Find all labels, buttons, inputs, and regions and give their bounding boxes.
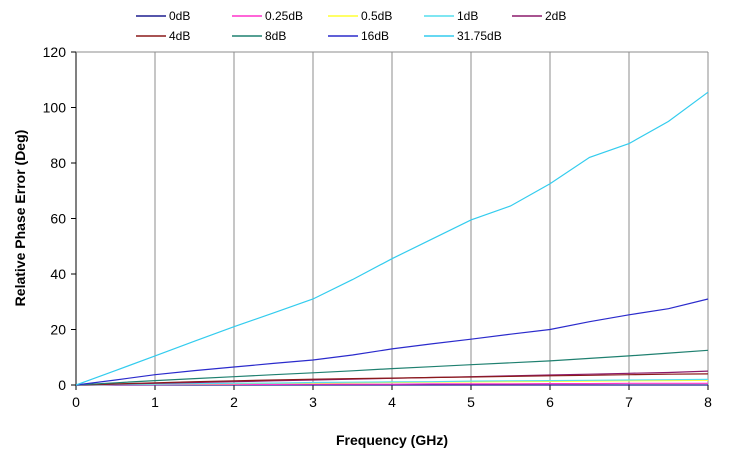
y-tick-label: 100: [43, 100, 67, 116]
x-axis-title: Frequency (GHz): [336, 432, 448, 448]
y-tick-label: 40: [50, 266, 66, 282]
series-line-8dB: [75, 349, 709, 386]
x-tick-label: 4: [388, 394, 396, 410]
legend-label: 0dB: [169, 9, 190, 23]
grid: [154, 52, 709, 385]
y-tick-label: 0: [58, 377, 66, 393]
x-tick-label: 3: [309, 394, 317, 410]
legend-label: 4dB: [169, 29, 190, 43]
y-tick-label: 60: [50, 211, 66, 227]
y-tick-label: 80: [50, 155, 66, 171]
y-tick-label: 20: [50, 322, 66, 338]
y-tick-label: 120: [43, 44, 67, 60]
series-line-16dB: [75, 298, 709, 386]
x-tick-label: 2: [230, 394, 238, 410]
legend-label: 1dB: [457, 9, 478, 23]
legend-label: 8dB: [265, 29, 286, 43]
x-tick-label: 7: [625, 394, 633, 410]
series-group: [75, 91, 709, 386]
legend: 0dB 0.25dB 0.5dB 1dB 2dB 4dB 8dB 16dB 31.75dB: [136, 9, 566, 43]
x-tick-label: 6: [546, 394, 554, 410]
axes: [71, 51, 709, 390]
x-tick-label: 5: [467, 394, 475, 410]
x-tick-label: 0: [72, 394, 80, 410]
x-tick-label: 1: [151, 394, 159, 410]
legend-label: 2dB: [545, 9, 566, 23]
series-line-1dB: [75, 378, 709, 386]
series-line-4dB: [75, 373, 709, 386]
series-line-31.75dB: [75, 91, 709, 386]
x-tick-label: 8: [704, 394, 712, 410]
legend-label: 16dB: [361, 29, 389, 43]
legend-label: 0.25dB: [265, 9, 303, 23]
legend-label: 31.75dB: [457, 29, 502, 43]
legend-label: 0.5dB: [361, 9, 392, 23]
y-axis-title: Relative Phase Error (Deg): [12, 130, 28, 307]
